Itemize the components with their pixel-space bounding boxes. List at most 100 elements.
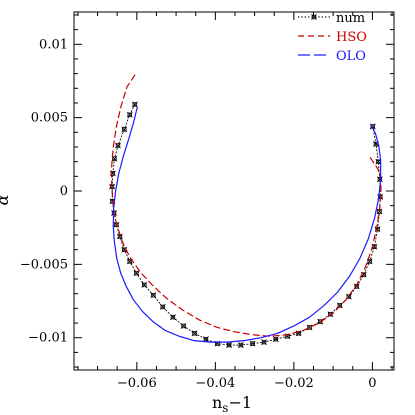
series-point-num xyxy=(141,282,148,288)
marker-box xyxy=(160,304,165,310)
series-point-num xyxy=(180,323,187,329)
marker-box xyxy=(132,102,138,107)
legend-item-hso: HSO xyxy=(298,30,367,45)
legend-item-num: num xyxy=(298,11,365,26)
marker-box xyxy=(110,171,116,176)
marker-box xyxy=(181,323,186,329)
y-tick-label: −0.01 xyxy=(28,331,68,346)
series-point-num xyxy=(191,330,198,337)
marker-box xyxy=(337,303,343,308)
marker-box xyxy=(170,314,176,320)
marker-box xyxy=(115,143,121,148)
series-point-num xyxy=(150,292,157,299)
marker-box xyxy=(151,292,156,298)
y-tick-label: 0.005 xyxy=(31,111,68,126)
marker-cross-b xyxy=(237,342,244,348)
y-tick-label: 0 xyxy=(60,184,68,199)
marker-cross-b xyxy=(121,246,128,253)
marker-cross-b xyxy=(131,101,138,108)
marker-cross-b xyxy=(360,271,367,278)
marker-box xyxy=(112,156,117,161)
marker-cross-b xyxy=(249,340,256,347)
legend-marker-cross-b xyxy=(311,14,317,20)
legend-item-olo: OLO xyxy=(298,49,366,64)
series-line-hso xyxy=(111,74,382,337)
marker-cross-b xyxy=(369,123,376,130)
plot-frame xyxy=(73,11,395,371)
plot-frame-group xyxy=(73,11,395,371)
series-group xyxy=(109,74,384,348)
marker-box xyxy=(250,341,255,346)
series-point-num xyxy=(133,270,140,277)
marker-cross-b xyxy=(366,258,373,265)
legend-label: num xyxy=(336,11,365,26)
x-tick-label: −0.04 xyxy=(195,376,235,391)
marker-box xyxy=(261,339,267,345)
marker-box xyxy=(367,259,372,264)
x-tick-label: −0.06 xyxy=(117,376,157,391)
marker-cross-b xyxy=(121,126,128,133)
marker-box xyxy=(134,270,139,276)
marker-cross-b xyxy=(170,314,176,321)
marker-cross-b xyxy=(353,283,360,290)
marker-box xyxy=(226,342,232,348)
series-point-num xyxy=(115,142,121,149)
marker-cross-b xyxy=(191,330,198,337)
x-axis-label-subscript: s xyxy=(222,401,228,415)
series-point-num xyxy=(249,340,256,347)
legend: num HSO OLO xyxy=(298,11,367,64)
marker-box xyxy=(142,282,147,288)
marker-cross-b xyxy=(295,330,302,337)
marker-box xyxy=(307,325,312,330)
series-point-num xyxy=(159,304,166,310)
series-point-num xyxy=(131,101,138,108)
marker-box xyxy=(192,331,197,336)
marker-cross-b xyxy=(117,233,123,240)
series-point-num xyxy=(126,111,133,118)
marker-box xyxy=(375,226,380,232)
series-point-num xyxy=(306,324,313,331)
series-point-num xyxy=(237,342,244,348)
y-axis-label: α xyxy=(0,194,12,205)
y-tick-label: 0.01 xyxy=(39,37,68,52)
marker-box xyxy=(122,127,127,132)
marker-cross-b xyxy=(180,323,187,329)
series-point-num xyxy=(226,342,232,348)
marker-box xyxy=(127,112,132,117)
marker-box xyxy=(127,259,132,264)
marker-cross-b xyxy=(261,339,267,346)
ticks-group: −0.06 −0.04 −0.02 0 −0.01 −0.005 0 0.005 0.01 xyxy=(20,12,394,391)
legend-label: HSO xyxy=(336,30,367,45)
series-line-num xyxy=(111,103,381,346)
marker-cross-b xyxy=(133,270,140,277)
marker-box xyxy=(238,342,244,348)
marker-cross-b xyxy=(371,243,378,250)
series-point-num xyxy=(170,314,176,321)
marker-box xyxy=(346,294,352,299)
x-axis-label-suffix: −1 xyxy=(228,393,252,412)
marker-box xyxy=(203,336,209,342)
marker-cross-b xyxy=(226,342,232,348)
legend-label: OLO xyxy=(336,49,366,64)
marker-cross-b xyxy=(126,111,133,118)
marker-cross-b xyxy=(141,282,148,288)
marker-cross-b xyxy=(115,142,121,149)
series-point-num xyxy=(261,339,267,346)
marker-cross-b xyxy=(272,336,279,343)
marker-box xyxy=(273,336,279,342)
x-tick-label: −0.02 xyxy=(274,376,314,391)
y-tick-label: −0.005 xyxy=(20,257,68,272)
series-point-num xyxy=(203,336,209,343)
x-tick-label: 0 xyxy=(368,376,376,391)
marker-cross-b xyxy=(306,324,313,331)
series-point-num xyxy=(121,126,128,133)
x-axis-label: ns−1 xyxy=(212,393,252,415)
marker-cross-b xyxy=(150,292,157,299)
legend-marker xyxy=(311,14,317,20)
series-point-num xyxy=(109,170,116,177)
series-line-olo xyxy=(112,106,382,343)
marker-cross-b xyxy=(203,336,209,343)
x-axis-label-main: n xyxy=(212,393,222,412)
series-point-num xyxy=(272,336,279,343)
